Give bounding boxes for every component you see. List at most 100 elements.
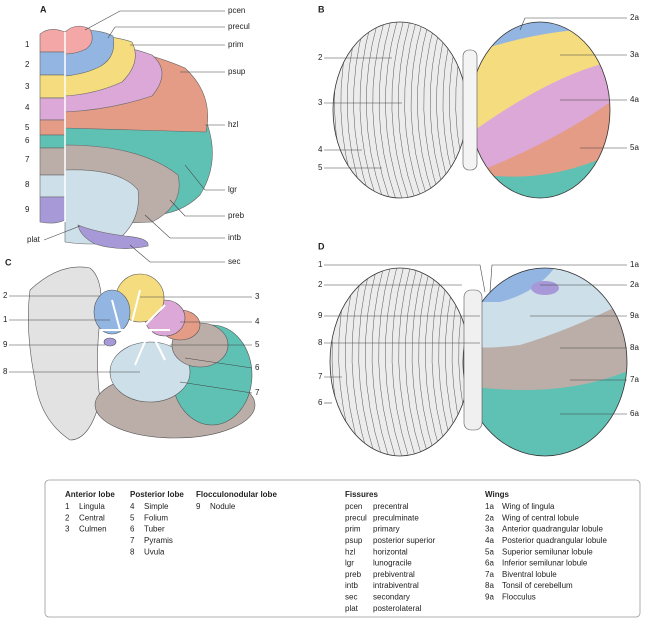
legend-name: Wing of central lobule (502, 513, 579, 522)
legend-name: Pyramis (144, 536, 173, 545)
legend-key: 4 (130, 502, 135, 511)
structure-label: psup (228, 67, 246, 76)
legend-key: 6 (130, 525, 135, 534)
structure-label: plat (27, 235, 41, 244)
surface-hatch (365, 268, 382, 456)
legend-key: preb (345, 570, 362, 579)
legend-key: 9a (485, 593, 494, 602)
panel-a-drawing (39, 25, 213, 249)
legend-box (44, 479, 641, 618)
legend-name: Simple (144, 502, 169, 511)
surface-hatch (391, 22, 409, 198)
structure-label: 5 (255, 340, 260, 349)
legend-key: 8a (485, 581, 494, 590)
structure-label: precul (228, 22, 250, 31)
structure-label: 8 (25, 180, 30, 189)
structure-label: 4 (25, 103, 30, 112)
legend-key: lgr (345, 559, 354, 568)
structure-label: 1 (318, 260, 323, 269)
legend-name: prebiventral (373, 570, 415, 579)
legend-key: 2a (485, 513, 494, 522)
structure-label: 2 (3, 291, 8, 300)
structure-label: preb (228, 211, 245, 220)
panel-letter: B (318, 4, 325, 14)
surface-hatch (378, 268, 396, 456)
structure-label: 6 (25, 136, 30, 145)
surface-hatch (418, 268, 436, 456)
legend-heading: Flocculonodular lobe (196, 490, 277, 499)
legend-name: Tonsil of cerebellum (502, 581, 573, 590)
surface-hatch (391, 268, 409, 456)
surface-hatch (405, 268, 422, 456)
leader-line (107, 26, 225, 39)
structure-label: 1 (3, 315, 8, 324)
legend-name: precentral (373, 502, 409, 511)
panel-d-drawing (329, 267, 628, 457)
leader-line (144, 214, 225, 239)
structure-label: 2a (630, 280, 639, 289)
structure-label: 9 (318, 311, 323, 320)
structure-label: 4 (255, 317, 260, 326)
legend-heading: Anterior lobe (65, 490, 115, 499)
legend-name: secondary (373, 593, 410, 602)
structure-label: 6 (318, 398, 323, 407)
leader-line (184, 357, 253, 369)
legend-key: 5a (485, 547, 494, 556)
structure-label: 1 (25, 40, 30, 49)
structure-label: 2 (25, 60, 30, 69)
structure-label: 3 (318, 98, 323, 107)
structure-label: 2 (318, 280, 323, 289)
legend-key: pcen (345, 502, 362, 511)
legend-name: Flocculus (502, 593, 536, 602)
legend-key: 4a (485, 536, 494, 545)
surface-hatch (378, 22, 396, 198)
structure-label: 3 (255, 292, 260, 301)
structure-label: 1a (630, 260, 639, 269)
legend-name: horizontal (373, 547, 408, 556)
leader-line (169, 199, 225, 217)
surface-hatch (372, 22, 390, 198)
legend-key: intb (345, 581, 358, 590)
legend-key: 9 (196, 502, 201, 511)
surface-hatch (397, 22, 415, 198)
legend-name: Lingula (79, 502, 105, 511)
surface-hatch (351, 268, 369, 456)
leader-line (489, 264, 627, 293)
legend-key: hzl (345, 547, 355, 556)
legend-name: Wing of lingula (502, 502, 555, 511)
legend-name: Folium (144, 513, 168, 522)
legend-key: 1 (65, 502, 70, 511)
structure-label: 6a (630, 409, 639, 418)
structure-label: lgr (228, 185, 237, 194)
structure-label: 9a (630, 311, 639, 320)
structure-label: 7a (630, 375, 639, 384)
legend-key: psup (345, 536, 363, 545)
surface-hatch (353, 22, 371, 198)
legend-name: Central (79, 513, 105, 522)
structure-label: 8a (630, 343, 639, 352)
legend-name: intrabiventral (373, 581, 419, 590)
legend-key: precul (345, 513, 367, 522)
structure-label: sec (228, 257, 240, 266)
structure-label: 3 (25, 82, 30, 91)
legend-key: 5 (130, 513, 135, 522)
legend-name: Posterior quadrangular lobule (502, 536, 608, 545)
legend-key: 7 (130, 536, 135, 545)
structure-label: 4 (318, 145, 323, 154)
surface-hatch (371, 268, 389, 456)
legend-key: 1a (485, 502, 494, 511)
structure-label: 7 (255, 388, 260, 397)
legend-name: primary (373, 525, 400, 534)
structure-label: 8 (3, 367, 8, 376)
structure-label: 7 (25, 155, 30, 164)
panel-c-drawing (28, 266, 256, 441)
leader-line (519, 17, 627, 31)
surface-hatch (366, 22, 383, 198)
structure-label: 8 (318, 338, 323, 347)
leader-line (84, 10, 225, 31)
legend-name: posterolateral (373, 604, 422, 613)
surface-hatch (404, 22, 422, 198)
legend-name: Inferior semilunar lobule (502, 559, 588, 568)
legend-name: Tuber (144, 525, 165, 534)
